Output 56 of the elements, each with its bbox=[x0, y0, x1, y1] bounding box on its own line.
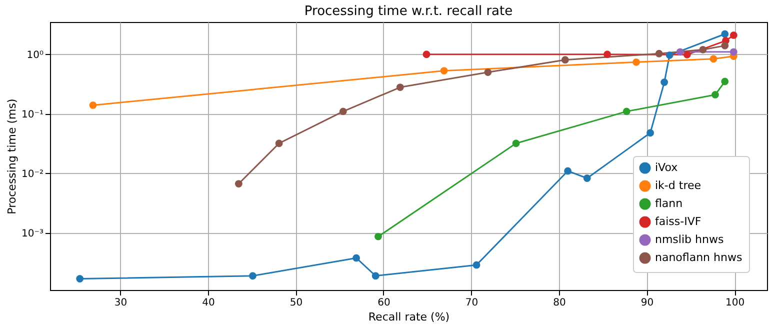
point bbox=[683, 50, 691, 58]
point bbox=[396, 84, 404, 91]
legend-label: ik-d tree bbox=[655, 179, 702, 192]
x-tick-label: 90 bbox=[640, 298, 654, 308]
point bbox=[89, 102, 97, 109]
point bbox=[76, 275, 84, 282]
point bbox=[710, 55, 718, 63]
point bbox=[660, 78, 668, 86]
y-tick-label: 10⁰ bbox=[26, 50, 44, 61]
legend-label: nmslib hnws bbox=[655, 233, 724, 246]
x-tick-label: 40 bbox=[202, 298, 215, 308]
y-tick-label: 10⁻¹ bbox=[21, 109, 44, 120]
point bbox=[730, 32, 738, 39]
x-tick-label: 100 bbox=[725, 298, 745, 308]
point bbox=[622, 108, 630, 116]
point bbox=[484, 68, 492, 76]
x-tick-label: 80 bbox=[553, 298, 566, 308]
point bbox=[275, 140, 283, 148]
point bbox=[721, 42, 729, 50]
point bbox=[604, 50, 611, 58]
point bbox=[646, 129, 654, 137]
point bbox=[666, 51, 674, 59]
point bbox=[632, 58, 640, 66]
point bbox=[561, 56, 569, 64]
x-tick-label: 30 bbox=[114, 298, 128, 308]
point bbox=[374, 232, 382, 240]
point bbox=[564, 167, 572, 175]
point bbox=[676, 48, 684, 56]
point bbox=[699, 46, 707, 54]
legend-label: flann bbox=[655, 197, 683, 210]
point bbox=[440, 67, 448, 74]
chart-title: Processing time w.r.t. recall rate bbox=[304, 4, 513, 19]
x-tick-label: 60 bbox=[378, 298, 390, 308]
point bbox=[721, 30, 729, 38]
point bbox=[512, 140, 520, 148]
point bbox=[234, 180, 242, 188]
point bbox=[730, 48, 738, 56]
point bbox=[249, 272, 256, 280]
y-tick-label: 10⁻³ bbox=[21, 228, 44, 240]
x-tick-label: 70 bbox=[465, 298, 478, 308]
point bbox=[352, 254, 360, 262]
x-tick-label: 50 bbox=[290, 298, 303, 308]
point bbox=[655, 50, 663, 58]
legend-label: iVox bbox=[655, 161, 678, 174]
point bbox=[422, 50, 430, 58]
y-tick-label: 10⁻² bbox=[21, 168, 44, 180]
point bbox=[339, 108, 347, 116]
point bbox=[712, 91, 719, 98]
y-axis-title: Processing time (ms) bbox=[5, 98, 18, 214]
point bbox=[472, 261, 480, 269]
point bbox=[583, 174, 591, 182]
point bbox=[372, 272, 380, 280]
legend-label: nanoflann hnws bbox=[655, 251, 742, 264]
legend-label: faiss-IVF bbox=[655, 215, 702, 228]
point bbox=[721, 78, 729, 86]
x-axis-title: Recall rate (%) bbox=[368, 310, 450, 324]
